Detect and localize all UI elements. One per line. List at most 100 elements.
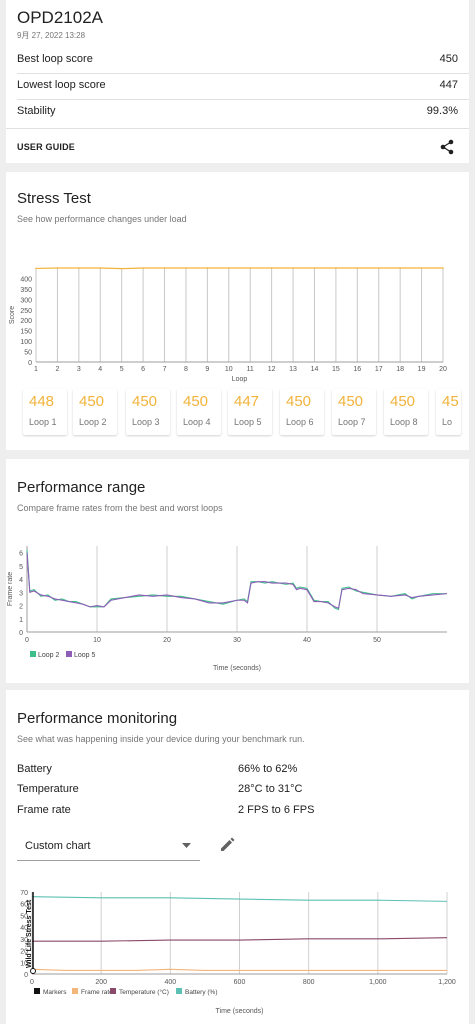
score-point	[227, 267, 230, 269]
y-tick-label: 300	[20, 297, 32, 304]
loop-score: 45	[442, 393, 459, 410]
y-tick-label: 3	[19, 590, 23, 597]
performance-range-title: Performance range	[17, 479, 146, 496]
temperature-value: 28°C to 31°C	[238, 783, 303, 795]
legend-label: Loop 2	[38, 652, 60, 659]
marker-label: Wild Life Stress Test	[26, 899, 33, 968]
legend-swatch	[110, 988, 116, 994]
loop-score: 450	[390, 393, 416, 410]
x-tick-label: 4	[98, 366, 102, 373]
series-line	[31, 968, 447, 972]
y-tick-label: 50	[20, 913, 28, 920]
loop-label: Loop 4	[183, 417, 211, 427]
y-tick-label: 250	[20, 308, 32, 315]
dropdown-value: Custom chart	[25, 840, 91, 852]
loop-card[interactable]: 447 Loop 5	[228, 389, 272, 435]
x-tick-label: 17	[375, 366, 383, 373]
frame-rate-value: 2 FPS to 6 FPS	[238, 804, 315, 816]
loop-card[interactable]: 450 Loop 8	[384, 389, 428, 435]
x-axis-title: Time (seconds)	[213, 665, 261, 672]
user-guide-link[interactable]: USER GUIDE	[17, 142, 76, 152]
score-point	[78, 267, 80, 269]
battery-label: Battery	[17, 763, 52, 775]
best-loop-label: Best loop score	[17, 53, 93, 65]
pencil-icon	[221, 837, 235, 851]
battery-value: 66% to 62%	[238, 763, 298, 775]
loop-card[interactable]: 450 Loop 6	[280, 389, 324, 435]
y-tick-label: 40	[20, 925, 28, 932]
x-axis-title: Time (seconds)	[216, 1008, 264, 1015]
series-line	[32, 937, 448, 942]
score-point	[420, 267, 423, 269]
x-tick-label: 7	[163, 366, 167, 373]
loop-label: Lo	[442, 417, 453, 427]
legend-label: Battery (%)	[185, 989, 218, 996]
y-tick-label: 5	[19, 564, 23, 571]
x-tick-label: 40	[303, 637, 311, 644]
series-line	[26, 552, 448, 609]
performance-range-subtitle: Compare frame rates from the best and wo…	[17, 503, 223, 513]
stability-value: 99.3%	[426, 105, 458, 117]
x-tick-label: 10	[225, 366, 233, 373]
performance-range-chart: 0 10 20 30 40 50 0 1 2 3 4 5 6 Loop 2 Loop 5 Time (seco…	[7, 546, 448, 672]
loop-card[interactable]: 450 Loop 7	[332, 389, 376, 435]
x-tick-label: 6	[141, 366, 145, 373]
score-point	[292, 267, 294, 269]
y-axis-title: Score	[9, 306, 16, 324]
x-tick-label: 11	[247, 366, 254, 373]
loop-score: 450	[286, 393, 312, 410]
loop-label: Loop 6	[286, 417, 314, 427]
score-point	[99, 267, 102, 269]
y-tick-label: 2	[19, 604, 23, 611]
loop-score: 450	[183, 393, 209, 410]
stress-test-title: Stress Test	[17, 190, 91, 207]
summary-card: OPD2102A 9月 27, 2022 13:28 Best loop sco…	[6, 0, 469, 163]
y-tick-label: 6	[19, 551, 23, 558]
loop-card[interactable]: 45 Lo	[436, 389, 461, 435]
x-tick-label: 1,200	[438, 979, 456, 986]
score-point	[399, 267, 401, 269]
legend-label: Temperature (°C)	[119, 988, 169, 996]
y-tick-label: 30	[20, 937, 28, 944]
loop-card[interactable]: 448 Loop 1	[23, 389, 67, 435]
lowest-loop-value: 447	[439, 79, 458, 91]
loop-label: Loop 8	[390, 417, 418, 427]
y-tick-label: 200	[20, 318, 32, 325]
x-tick-label: 200	[95, 979, 107, 986]
x-tick-label: 1,000	[369, 979, 387, 986]
performance-monitoring-card: Performance monitoring See what was happ…	[6, 690, 469, 1024]
y-tick-label: 0	[28, 360, 32, 367]
x-tick-label: 9	[205, 366, 209, 373]
best-loop-value: 450	[439, 53, 458, 65]
y-axis-title: Frame rate	[7, 572, 14, 606]
edit-chart-button[interactable]	[219, 837, 235, 853]
temperature-label: Temperature	[17, 783, 79, 795]
share-button[interactable]	[439, 139, 455, 155]
caret-down-icon	[182, 843, 191, 848]
loop-card[interactable]: 450 Loop 4	[177, 389, 221, 435]
performance-monitoring-chart: 0 10 20 30 40 50 60 70 0 200 400 600 800 1,000 1,200 Wi…	[20, 890, 456, 1015]
loop-score-strip: 448 Loop 1 450 Loop 2 450 Loop 3 450 Loo…	[0, 0, 475, 435]
x-tick-label: 0	[25, 637, 29, 644]
y-tick-label: 10	[20, 960, 28, 967]
y-tick-label: 400	[20, 276, 32, 283]
loop-card[interactable]: 450 Loop 2	[73, 389, 117, 435]
loop-score: 447	[234, 393, 260, 410]
loop-score: 450	[79, 393, 105, 410]
x-tick-label: 800	[303, 979, 315, 986]
x-tick-label: 2	[55, 366, 59, 373]
score-point	[335, 267, 337, 269]
y-tick-label: 150	[20, 329, 32, 336]
chart-type-dropdown[interactable]: Custom chart	[17, 832, 200, 861]
loop-score: 450	[132, 393, 158, 410]
performance-monitoring-title: Performance monitoring	[17, 710, 178, 727]
stability-label: Stability	[17, 105, 56, 117]
loop-label: Loop 5	[234, 417, 262, 427]
x-tick-label: 3	[77, 366, 81, 373]
score-point	[442, 267, 444, 269]
loop-card[interactable]: 450 Loop 3	[126, 389, 170, 435]
score-point	[185, 267, 187, 269]
y-tick-label: 1	[19, 617, 23, 624]
stress-test-subtitle: See how performance changes under load	[17, 214, 187, 224]
loop-label: Loop 1	[29, 417, 57, 427]
